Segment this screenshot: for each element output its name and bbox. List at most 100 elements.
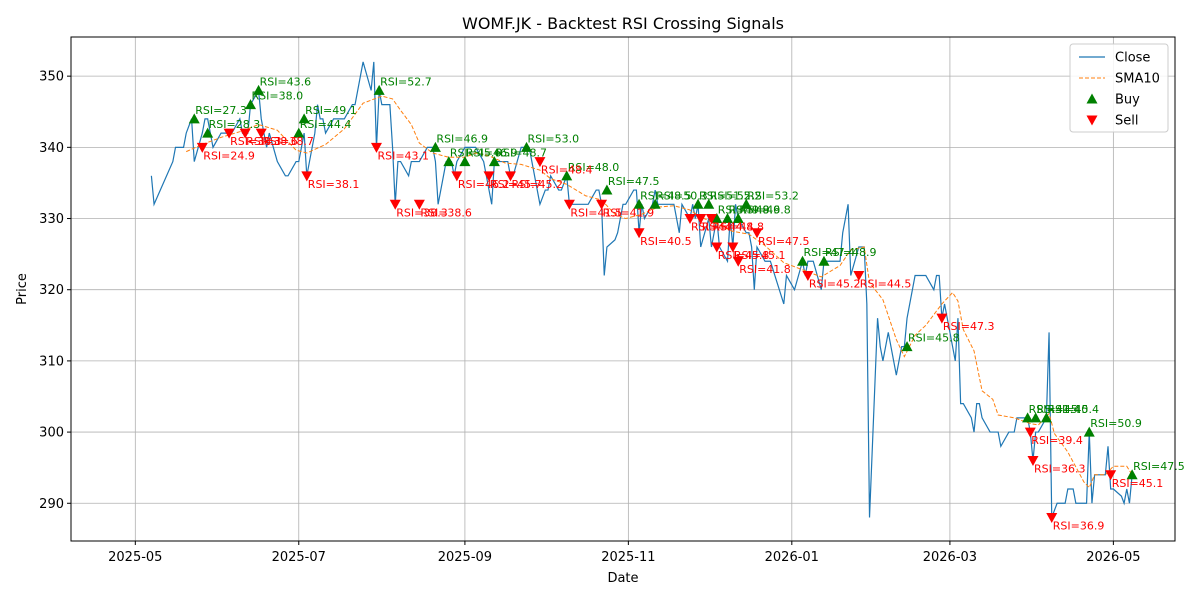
- sell-marker: [751, 228, 763, 239]
- sell-marker: [802, 270, 814, 281]
- buy-label: RSI=52.2: [710, 189, 762, 202]
- buy-label: RSI=48.9: [825, 246, 877, 259]
- sell-marker: [1105, 470, 1117, 481]
- x-tick-label: 2025-05: [108, 550, 162, 565]
- buy-label: RSI=47.5: [1133, 460, 1185, 473]
- sell-marker: [596, 199, 608, 210]
- buy-marker: [245, 99, 257, 110]
- buy-label: RSI=45.8: [908, 332, 960, 345]
- buy-label: RSI=49.6: [729, 204, 781, 217]
- buy-marker: [1030, 412, 1042, 423]
- buy-label: RSI=27.3: [195, 104, 247, 117]
- buy-marker: [1083, 426, 1095, 437]
- legend-label: Sell: [1115, 114, 1138, 129]
- sell-label: RSI=45.1: [1112, 477, 1164, 490]
- buy-label: RSI=47.4: [804, 246, 856, 259]
- sell-label: RSI=45.7: [490, 178, 542, 191]
- y-tick-label: 340: [39, 141, 64, 156]
- buy-label: RSI=44.4: [300, 118, 352, 131]
- buy-marker: [740, 198, 752, 209]
- sell-marker: [223, 128, 235, 139]
- sell-marker: [370, 142, 382, 153]
- sell-marker: [451, 171, 463, 182]
- buy-label: RSI=38.0: [252, 90, 304, 103]
- buy-label: RSI=53.2: [747, 189, 799, 202]
- sell-marker: [1024, 427, 1036, 438]
- sell-label: RSI=48.4: [541, 164, 593, 177]
- sell-marker: [483, 171, 495, 182]
- sell-label: RSI=38.3: [396, 206, 448, 219]
- legend: Close SMA10 Buy Sell: [1069, 43, 1169, 133]
- sell-label: RSI=47.3: [943, 320, 995, 333]
- buy-marker: [711, 213, 723, 224]
- sell-label: RSI=36.3: [1034, 463, 1086, 476]
- sell-label: RSI=40.5: [640, 235, 692, 248]
- sell-marker: [196, 142, 208, 153]
- sell-marker: [705, 214, 717, 225]
- buy-label: RSI=47.5: [608, 175, 660, 188]
- buy-marker: [901, 341, 913, 352]
- buy-label: RSI=45.6: [450, 147, 502, 160]
- sell-label: RSI=24.9: [203, 149, 255, 162]
- sell-label: RSI=47.5: [758, 235, 810, 248]
- legend-sell-swatch: [1086, 115, 1098, 126]
- sell-label: RSI=36.9: [1053, 520, 1105, 533]
- sell-label: RSI=41.8: [739, 263, 791, 276]
- sell-marker: [413, 199, 425, 210]
- buy-marker: [253, 84, 265, 95]
- buy-marker: [722, 213, 734, 224]
- sell-label: RSI=44.5: [860, 277, 912, 290]
- buy-label: RSI=28.3: [209, 118, 261, 131]
- y-tick-label: 300: [39, 426, 64, 441]
- x-axis-label: Date: [607, 571, 638, 586]
- buy-marker: [561, 170, 573, 181]
- x-tick-label: 2025-11: [601, 550, 655, 565]
- legend-label: Buy: [1115, 93, 1140, 108]
- buy-marker: [1022, 412, 1034, 423]
- buy-marker: [429, 141, 441, 152]
- y-tick-label: 350: [39, 70, 64, 85]
- sell-marker: [853, 270, 865, 281]
- sell-marker: [695, 214, 707, 225]
- sell-marker: [633, 228, 645, 239]
- buy-label: RSI=53.0: [528, 132, 580, 145]
- sell-marker: [504, 171, 516, 182]
- buy-marker: [732, 213, 744, 224]
- sell-label: RSI=45.2: [511, 178, 563, 191]
- plot-frame: [70, 36, 1176, 542]
- y-axis-label: Price: [15, 273, 30, 305]
- sell-marker: [1046, 513, 1058, 524]
- buy-marker: [443, 156, 455, 167]
- sell-marker: [732, 256, 744, 267]
- sell-label: RSI=44.8: [712, 221, 764, 234]
- sell-label: RSI=38.1: [308, 178, 360, 191]
- sell-label: RSI=38.7: [262, 135, 314, 148]
- sell-label: RSI=45.1: [734, 249, 786, 262]
- buy-label: RSI=49.1: [305, 104, 357, 117]
- y-axis-ticks: 290 300 310 320 330 340 350: [39, 70, 71, 512]
- buy-marker: [818, 255, 830, 266]
- sell-label: RSI=45.2: [809, 277, 861, 290]
- sell-label: RSI=44.4: [691, 221, 743, 234]
- y-tick-label: 290: [39, 497, 64, 512]
- buy-label: RSI=46.9: [466, 147, 518, 160]
- buy-marker: [601, 184, 613, 195]
- buy-label: RSI=52.7: [380, 75, 432, 88]
- sell-label: RSI=39.4: [1031, 434, 1083, 447]
- buy-marker: [293, 127, 305, 138]
- sell-label: RSI=38.6: [246, 135, 298, 148]
- buy-label: RSI=48.0: [568, 161, 620, 174]
- buy-marker: [298, 113, 310, 124]
- sell-label: RSI=38.6: [420, 206, 472, 219]
- buy-marker: [1126, 469, 1138, 480]
- buy-marker: [488, 156, 500, 167]
- buy-marker: [459, 156, 471, 167]
- y-tick-label: 330: [39, 212, 64, 227]
- legend-label: Close: [1115, 51, 1150, 66]
- buy-label: RSI=41.4: [1029, 403, 1081, 416]
- sell-signals: RSI=24.9RSI=38.3RSI=38.6RSI=38.7RSI=38.1…: [196, 128, 1164, 533]
- legend-box: [1069, 43, 1169, 133]
- sell-label: RSI=46.2: [458, 178, 510, 191]
